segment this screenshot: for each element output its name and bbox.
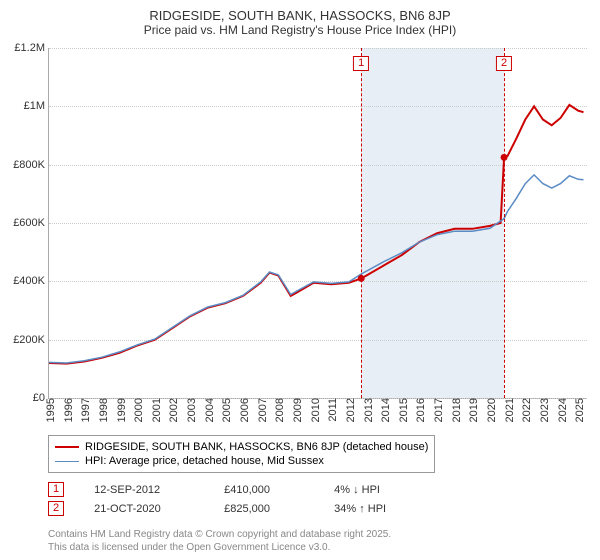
x-tick-label: 2005 bbox=[217, 398, 233, 422]
x-tick-label: 2024 bbox=[553, 398, 569, 422]
marker-line bbox=[361, 48, 362, 398]
x-tick-label: 2003 bbox=[182, 398, 198, 422]
marker-price: £825,000 bbox=[224, 503, 304, 515]
attribution: Contains HM Land Registry data © Crown c… bbox=[48, 528, 391, 554]
marker-price: £410,000 bbox=[224, 484, 304, 496]
marker-hpi: 4% ↓ HPI bbox=[334, 484, 434, 496]
y-tick-label: £1.2M bbox=[14, 42, 49, 54]
chart-title-main: RIDGESIDE, SOUTH BANK, HASSOCKS, BN6 8JP bbox=[0, 0, 600, 23]
x-tick-label: 2001 bbox=[147, 398, 163, 422]
legend-swatch bbox=[55, 461, 79, 462]
y-tick-label: £600K bbox=[13, 217, 49, 229]
x-tick-label: 1998 bbox=[94, 398, 110, 422]
legend-label: RIDGESIDE, SOUTH BANK, HASSOCKS, BN6 8JP… bbox=[85, 441, 428, 453]
y-tick-label: £800K bbox=[13, 159, 49, 171]
chart-legend: RIDGESIDE, SOUTH BANK, HASSOCKS, BN6 8JP… bbox=[48, 435, 435, 473]
x-tick-label: 2013 bbox=[359, 398, 375, 422]
marker-hpi: 34% ↑ HPI bbox=[334, 503, 434, 515]
x-tick-label: 2020 bbox=[482, 398, 498, 422]
x-tick-label: 2002 bbox=[164, 398, 180, 422]
x-tick-label: 2009 bbox=[288, 398, 304, 422]
marker-badge: 1 bbox=[353, 56, 369, 71]
attribution-line-1: Contains HM Land Registry data © Crown c… bbox=[48, 528, 391, 541]
marker-badge: 2 bbox=[48, 501, 64, 516]
x-tick-label: 2004 bbox=[200, 398, 216, 422]
x-tick-label: 2007 bbox=[253, 398, 269, 422]
y-tick-label: £400K bbox=[13, 275, 49, 287]
x-tick-label: 2000 bbox=[129, 398, 145, 422]
x-tick-label: 2015 bbox=[394, 398, 410, 422]
x-tick-label: 2021 bbox=[500, 398, 516, 422]
legend-row: RIDGESIDE, SOUTH BANK, HASSOCKS, BN6 8JP… bbox=[55, 440, 428, 454]
marker-detail-row: 1 12-SEP-2012 £410,000 4% ↓ HPI bbox=[48, 480, 434, 499]
y-tick-label: £1M bbox=[24, 100, 49, 112]
x-tick-label: 2022 bbox=[517, 398, 533, 422]
x-tick-label: 2016 bbox=[411, 398, 427, 422]
marker-date: 12-SEP-2012 bbox=[94, 484, 194, 496]
x-tick-label: 2014 bbox=[376, 398, 392, 422]
legend-row: HPI: Average price, detached house, Mid … bbox=[55, 454, 428, 468]
x-tick-label: 1996 bbox=[59, 398, 75, 422]
marker-badge: 2 bbox=[496, 56, 512, 71]
x-tick-label: 2008 bbox=[270, 398, 286, 422]
marker-badge: 1 bbox=[48, 482, 64, 497]
x-tick-label: 2019 bbox=[464, 398, 480, 422]
marker-line bbox=[504, 48, 505, 398]
chart-plot-area: £0£200K£400K£600K£800K£1M£1.2M1995199619… bbox=[48, 48, 587, 399]
x-tick-label: 2012 bbox=[341, 398, 357, 422]
attribution-line-2: This data is licensed under the Open Gov… bbox=[48, 541, 391, 554]
marker-table: 1 12-SEP-2012 £410,000 4% ↓ HPI 2 21-OCT-2020… bbox=[48, 480, 434, 518]
y-tick-label: £200K bbox=[13, 334, 49, 346]
x-tick-label: 2023 bbox=[535, 398, 551, 422]
x-tick-label: 1995 bbox=[41, 398, 57, 422]
x-tick-label: 2018 bbox=[447, 398, 463, 422]
x-tick-label: 1997 bbox=[76, 398, 92, 422]
marker-detail-row: 2 21-OCT-2020 £825,000 34% ↑ HPI bbox=[48, 499, 434, 518]
x-tick-label: 2017 bbox=[429, 398, 445, 422]
x-tick-label: 2006 bbox=[235, 398, 251, 422]
chart-svg bbox=[49, 48, 587, 398]
x-tick-label: 2011 bbox=[323, 398, 339, 422]
x-tick-label: 1999 bbox=[112, 398, 128, 422]
x-tick-label: 2025 bbox=[570, 398, 586, 422]
legend-swatch bbox=[55, 446, 79, 448]
chart-container: RIDGESIDE, SOUTH BANK, HASSOCKS, BN6 8JP… bbox=[0, 0, 600, 560]
chart-title-sub: Price paid vs. HM Land Registry's House … bbox=[0, 23, 600, 43]
x-tick-label: 2010 bbox=[306, 398, 322, 422]
marker-date: 21-OCT-2020 bbox=[94, 503, 194, 515]
legend-label: HPI: Average price, detached house, Mid … bbox=[85, 455, 324, 467]
